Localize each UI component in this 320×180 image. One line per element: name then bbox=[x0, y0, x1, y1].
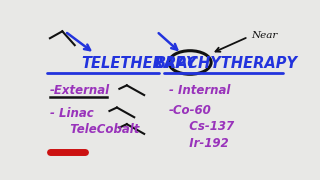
Text: -Co-60: -Co-60 bbox=[169, 104, 212, 117]
Text: Cs-137: Cs-137 bbox=[181, 120, 235, 133]
Text: - Linac: - Linac bbox=[50, 107, 94, 120]
Text: - Internal: - Internal bbox=[169, 84, 230, 97]
Text: TeleCobalt: TeleCobalt bbox=[62, 123, 140, 136]
Text: BRACHYTHERAPY: BRACHYTHERAPY bbox=[155, 56, 298, 71]
Text: Ir-192: Ir-192 bbox=[181, 137, 229, 150]
Text: Near: Near bbox=[251, 31, 277, 40]
Text: -External: -External bbox=[50, 84, 110, 97]
Text: TELETHERAPY: TELETHERAPY bbox=[81, 56, 197, 71]
